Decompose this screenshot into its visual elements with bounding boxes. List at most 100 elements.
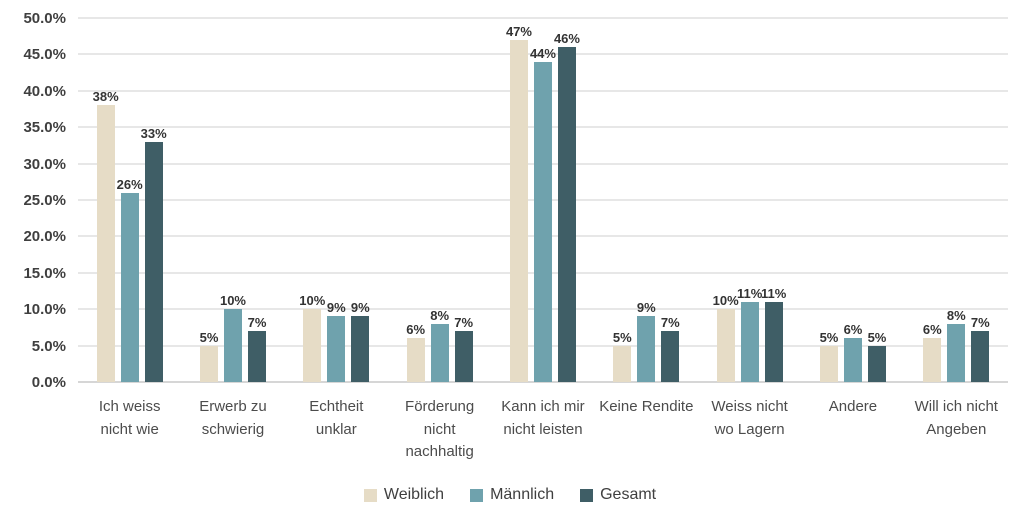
bar-with-label: 6% bbox=[406, 18, 426, 382]
bar-with-label: 7% bbox=[248, 18, 266, 382]
data-label: 10% bbox=[219, 293, 246, 309]
category-label: Weiss nicht wo Lagern bbox=[711, 398, 788, 438]
data-label: 26% bbox=[116, 176, 143, 192]
bar-with-label: 11% bbox=[737, 18, 762, 382]
legend-item-weiblich: Weiblich bbox=[363, 486, 444, 504]
legend-swatch-icon bbox=[470, 488, 484, 502]
bar-gesamt bbox=[764, 301, 783, 382]
bar-group: 47% 44% 46% bbox=[491, 18, 594, 382]
bar-männlich bbox=[947, 323, 966, 382]
bar-group: 5% 9% 7% bbox=[595, 18, 698, 382]
data-label: 9% bbox=[636, 300, 656, 316]
y-tick-label: 0.0% bbox=[31, 374, 66, 391]
data-label: 11% bbox=[760, 285, 787, 301]
bar-männlich bbox=[740, 301, 759, 382]
bar-with-label: 7% bbox=[454, 18, 474, 382]
bar-gesamt bbox=[557, 47, 576, 382]
bar-with-label: 9% bbox=[636, 18, 656, 382]
data-label: 5% bbox=[612, 329, 632, 345]
bar-with-label: 46% bbox=[554, 18, 580, 382]
data-label: 7% bbox=[454, 315, 474, 331]
bar-with-label: 10% bbox=[713, 18, 739, 382]
bar-gesamt bbox=[144, 141, 163, 382]
data-label: 33% bbox=[140, 125, 167, 141]
bar-weiblich bbox=[716, 309, 735, 382]
legend-swatch-icon bbox=[363, 488, 377, 502]
y-tick-label: 35.0% bbox=[23, 119, 66, 137]
plot-area: 38% 26% 33% 5% 10% 7% 10% 9% 9% 6% 8% 7% 47% 44% 46% 5%… bbox=[78, 17, 1008, 383]
gridline bbox=[78, 17, 1008, 19]
bar-gesamt bbox=[867, 345, 886, 382]
bar-groups: 38% 26% 33% 5% 10% 7% 10% 9% 9% 6% 8% 7% 47% 44% 46% 5%… bbox=[78, 18, 1008, 382]
bar-with-label: 9% bbox=[351, 18, 370, 382]
bar-with-label: 8% bbox=[946, 18, 966, 382]
bar-with-label: 38% bbox=[93, 18, 119, 382]
bar-group: 10% 9% 9% bbox=[285, 18, 388, 382]
data-label: 8% bbox=[430, 307, 450, 323]
bar-with-label: 33% bbox=[141, 18, 167, 382]
legend-label: Gesamt bbox=[600, 486, 657, 503]
bar-männlich bbox=[843, 338, 862, 382]
bar-group: 38% 26% 33% bbox=[78, 18, 181, 382]
data-label: 6% bbox=[843, 322, 863, 338]
data-label: 5% bbox=[867, 329, 887, 345]
gridline bbox=[78, 53, 1008, 56]
bar-with-label: 7% bbox=[971, 18, 990, 382]
legend-swatch-icon bbox=[580, 488, 594, 502]
data-label: 8% bbox=[946, 307, 966, 323]
x-axis-baseline bbox=[78, 381, 1008, 383]
bar-männlich bbox=[120, 192, 139, 382]
data-label: 10% bbox=[712, 293, 739, 309]
bar-with-label: 5% bbox=[820, 18, 838, 382]
category-label: Kann ich mir nicht leisten bbox=[501, 398, 585, 438]
y-tick-label: 25.0% bbox=[23, 192, 66, 209]
y-tick-label: 40.0% bbox=[23, 82, 66, 100]
category-label: Ich weiss nicht wie bbox=[98, 398, 161, 438]
bar-with-label: 44% bbox=[530, 18, 556, 382]
bar-weiblich bbox=[613, 345, 632, 382]
bar-weiblich bbox=[406, 338, 425, 382]
category-label: Förderung nicht nachhaltig bbox=[405, 398, 475, 460]
data-label: 7% bbox=[660, 315, 680, 331]
bar-weiblich bbox=[96, 105, 115, 382]
category-label: Echtheit unklar bbox=[309, 398, 364, 438]
category-label: Andere bbox=[828, 398, 878, 415]
bar-with-label: 9% bbox=[327, 18, 346, 382]
bar-with-label: 10% bbox=[299, 18, 325, 382]
legend-label: Männlich bbox=[490, 486, 555, 503]
bar-weiblich bbox=[923, 338, 942, 382]
chart-legend: Weiblich Männlich Gesamt bbox=[0, 486, 1020, 504]
y-tick-label: 50.0% bbox=[23, 10, 66, 27]
bar-with-label: 8% bbox=[430, 18, 450, 382]
bar-männlich bbox=[430, 323, 449, 382]
category-label: Keine Rendite bbox=[599, 398, 694, 415]
bar-männlich bbox=[533, 61, 552, 382]
bar-with-label: 26% bbox=[117, 18, 143, 382]
bar-with-label: 5% bbox=[612, 18, 632, 382]
bar-with-label: 5% bbox=[200, 18, 218, 382]
data-label: 6% bbox=[406, 322, 426, 338]
bar-with-label: 11% bbox=[761, 18, 786, 382]
y-tick-label: 10.0% bbox=[23, 301, 66, 319]
legend-item-männlich: Männlich bbox=[470, 486, 554, 504]
bar-gesamt bbox=[351, 316, 370, 382]
bar-with-label: 47% bbox=[506, 18, 532, 382]
data-label: 6% bbox=[922, 322, 942, 338]
bar-with-label: 6% bbox=[844, 18, 862, 382]
bar-group: 10% 11% 11% bbox=[698, 18, 801, 382]
bar-weiblich bbox=[199, 345, 218, 382]
bar-with-label: 5% bbox=[868, 18, 886, 382]
bar-group: 5% 6% 5% bbox=[801, 18, 904, 382]
data-label: 5% bbox=[199, 329, 219, 345]
bar-with-label: 10% bbox=[220, 18, 246, 382]
category-label: Erwerb zu schwierig bbox=[199, 398, 267, 438]
bar-with-label: 7% bbox=[660, 18, 680, 382]
data-label: 38% bbox=[92, 89, 119, 105]
data-label: 46% bbox=[553, 31, 580, 47]
bar-weiblich bbox=[819, 345, 838, 382]
x-axis-category-labels: Ich weiss nicht wie Erwerb zu schwierig Ec… bbox=[78, 396, 1008, 464]
y-tick-label: 45.0% bbox=[23, 46, 66, 64]
bar-with-label: 6% bbox=[922, 18, 942, 382]
category-label: Will ich nicht Angeben bbox=[914, 398, 998, 438]
